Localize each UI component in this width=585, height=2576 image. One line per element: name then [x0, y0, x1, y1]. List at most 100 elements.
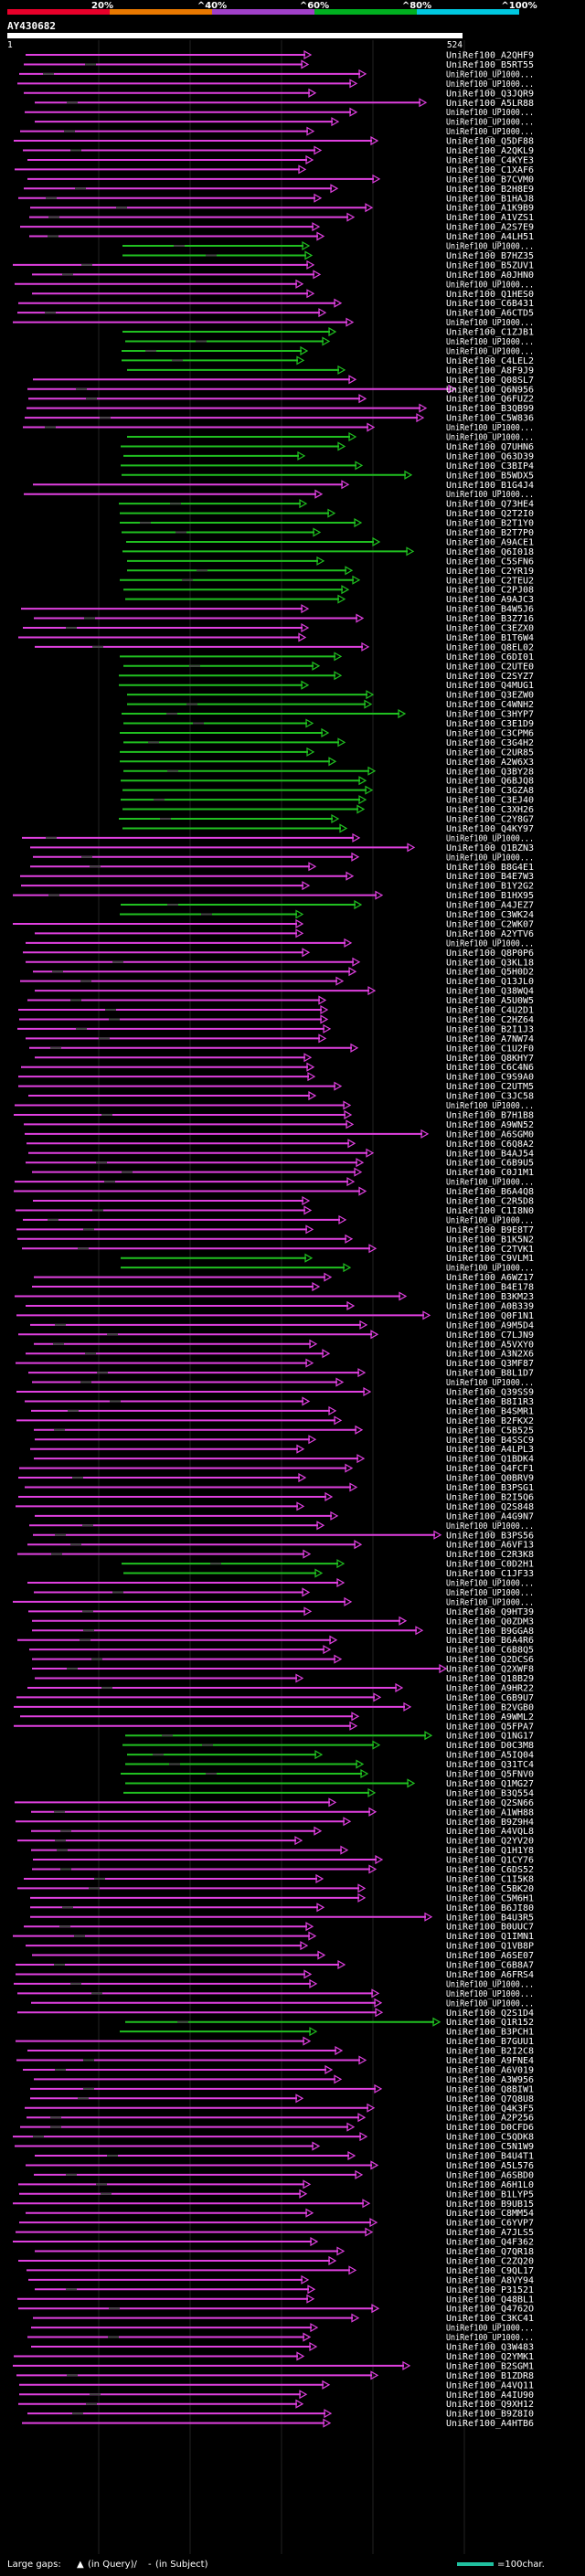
hit-row[interactable]: UniRef100_C5N1W9 — [15, 2141, 534, 2152]
hit-row[interactable]: UniRef100_C3WK24 — [120, 909, 534, 920]
hit-row[interactable]: UniRef100_UP1000... — [20, 126, 534, 137]
hit-label[interactable]: UniRef100_B4E178 — [446, 1283, 534, 1293]
hit-row[interactable]: UniRef100_B0UUC7 — [24, 1922, 534, 1933]
hit-row[interactable]: UniRef100_Q1NG17 — [125, 1731, 534, 1742]
hit-label[interactable]: UniRef100_A4IU90 — [446, 2390, 534, 2401]
hit-row[interactable]: UniRef100_Q2DCS6 — [32, 1654, 534, 1665]
hit-label[interactable]: UniRef100_A8F9J9 — [446, 366, 534, 376]
hit-label[interactable]: UniRef100_C6B9U5 — [446, 1159, 534, 1169]
hit-label[interactable]: UniRef100_C2UTE0 — [446, 662, 534, 672]
hit-row[interactable]: UniRef100_UP1000... — [121, 1263, 534, 1274]
hit-label[interactable]: UniRef100_A4G9N7 — [446, 1511, 534, 1521]
hit-label[interactable]: UniRef100_UP1000... — [446, 318, 534, 328]
hit-label[interactable]: UniRef100_B4E7W3 — [446, 872, 534, 882]
hit-row[interactable]: UniRef100_UP1000... — [17, 79, 534, 90]
hit-label[interactable]: UniRef100_A4LH51 — [446, 232, 534, 242]
hit-row[interactable]: UniRef100_Q8KHY7 — [35, 1053, 534, 1064]
hit-label[interactable]: UniRef100_C2UR85 — [446, 747, 534, 758]
hit-label[interactable]: UniRef100_UP1000... — [446, 1101, 534, 1111]
hit-label[interactable]: UniRef100_C6DS52 — [446, 1865, 534, 1875]
hit-label[interactable]: UniRef100_Q1BZN3 — [446, 843, 534, 853]
hit-row[interactable]: UniRef100_UP1000... — [15, 1177, 534, 1188]
hit-row[interactable]: UniRef100_C2TVK1 — [22, 1244, 534, 1255]
hit-row[interactable]: UniRef100_B2T1Y0 — [120, 518, 534, 529]
hit-row[interactable]: UniRef100_C2UTE0 — [123, 661, 534, 672]
hit-row[interactable]: UniRef100_C8MM54 — [26, 2208, 534, 2219]
hit-row[interactable]: UniRef100_C0D2H1 — [122, 1559, 534, 1570]
hit-row[interactable]: UniRef100_UP1000... — [31, 1998, 534, 2009]
hit-row[interactable]: UniRef100_B7CVM0 — [27, 174, 534, 185]
hit-label[interactable]: UniRef100_Q4762O — [446, 2305, 534, 2315]
hit-label[interactable]: UniRef100_A0JHN0 — [446, 270, 534, 281]
hit-row[interactable]: UniRef100_C0J1M1 — [32, 1167, 534, 1178]
hit-label[interactable]: UniRef100_C4WNH2 — [446, 700, 534, 710]
hit-row[interactable]: UniRef100_Q1MG27 — [125, 1778, 534, 1789]
hit-label[interactable]: UniRef100_A5L576 — [446, 2161, 534, 2171]
hit-row[interactable]: UniRef100_C1ZJB1 — [122, 327, 534, 338]
hit-label[interactable]: UniRef100_B4U4T1 — [446, 2152, 534, 2162]
hit-label[interactable]: UniRef100_UP1000... — [446, 2333, 534, 2343]
hit-label[interactable]: UniRef100_C4LEL2 — [446, 356, 534, 366]
hit-row[interactable]: UniRef100_Q2SN66 — [15, 1797, 534, 1808]
hit-label[interactable]: UniRef100_Q4K3F5 — [446, 2104, 534, 2114]
hit-label[interactable]: UniRef100_B3QB99 — [446, 404, 534, 414]
hit-label[interactable]: UniRef100_Q0BRV9 — [446, 1474, 534, 1484]
hit-label[interactable]: UniRef100_C2TVK1 — [446, 1245, 534, 1255]
hit-row[interactable]: UniRef100_B2FKX2 — [16, 1415, 534, 1426]
hit-row[interactable]: UniRef100_UP1000... — [13, 317, 534, 328]
hit-label[interactable]: UniRef100_A2W6X3 — [446, 758, 534, 768]
hit-row[interactable]: UniRef100_B3QB99 — [27, 403, 534, 414]
hit-label[interactable]: UniRef100_A6SE07 — [446, 1951, 534, 1961]
hit-label[interactable]: UniRef100_UP1000... — [446, 490, 534, 500]
hit-row[interactable]: UniRef100_B1ZDR8 — [16, 2370, 534, 2381]
hit-row[interactable]: UniRef100_B2VGB0 — [14, 1701, 534, 1712]
hit-label[interactable]: UniRef100_UP1000... — [446, 1264, 534, 1274]
hit-row[interactable]: UniRef100_UP1000... — [32, 1377, 534, 1388]
hit-label[interactable]: UniRef100_A2YTV6 — [446, 929, 534, 939]
hit-label[interactable]: UniRef100_Q18B29 — [446, 1674, 534, 1684]
hit-row[interactable]: UniRef100_A2YTV6 — [35, 928, 534, 939]
hit-label[interactable]: UniRef100_B4AJ54 — [446, 1149, 534, 1159]
hit-label[interactable]: UniRef100_A2S7E9 — [446, 223, 534, 233]
hit-label[interactable]: UniRef100_C8MM54 — [446, 2209, 534, 2219]
hit-label[interactable]: UniRef100_B7CVM0 — [446, 175, 534, 185]
hit-label[interactable]: UniRef100_A9AJC3 — [446, 595, 534, 605]
hit-label[interactable]: UniRef100_A6V019 — [446, 2065, 534, 2075]
hit-row[interactable]: UniRef100_C4U2D1 — [18, 1004, 534, 1016]
hit-row[interactable]: UniRef100_B5ZUV1 — [13, 260, 534, 270]
hit-label[interactable]: UniRef100_A3N2X6 — [446, 1350, 534, 1360]
hit-label[interactable]: UniRef100_Q3BY28 — [446, 767, 534, 777]
hit-label[interactable]: UniRef100_B5WDX5 — [446, 471, 534, 481]
hit-row[interactable]: UniRef100_A2QKL9 — [23, 145, 534, 156]
hit-row[interactable]: UniRef100_A2S7E9 — [20, 222, 534, 233]
hit-row[interactable]: UniRef100_Q63D39 — [123, 451, 534, 461]
hit-label[interactable]: UniRef100_A6SGM0 — [446, 1129, 534, 1140]
hit-label[interactable]: UniRef100_C3HYP7 — [446, 710, 534, 720]
hit-row[interactable]: UniRef100_B3PS56 — [33, 1530, 534, 1541]
hit-row[interactable]: UniRef100_A7NW74 — [26, 1034, 534, 1044]
hit-row[interactable]: UniRef100_C3HYP7 — [122, 709, 534, 720]
hit-label[interactable]: UniRef100_C9VLM1 — [446, 1254, 534, 1264]
hit-label[interactable]: UniRef100_B4SSC9 — [446, 1436, 534, 1446]
hit-label[interactable]: UniRef100_UP1000... — [446, 337, 534, 347]
hit-label[interactable]: UniRef100_Q31TC4 — [446, 1760, 534, 1770]
hit-row[interactable]: UniRef100_Q7QR18 — [35, 2246, 534, 2257]
hit-row[interactable]: UniRef100_C2Y8G7 — [119, 813, 534, 825]
hit-label[interactable]: UniRef100_UP1000... — [446, 833, 534, 843]
hit-row[interactable]: UniRef100_C3XH26 — [122, 804, 534, 815]
hit-row[interactable]: UniRef100_C3JC58 — [28, 1091, 534, 1102]
hit-row[interactable]: UniRef100_C2HZ64 — [19, 1014, 534, 1025]
hit-row[interactable]: UniRef100_C2WK07 — [13, 918, 534, 929]
hit-label[interactable]: UniRef100_C5W836 — [446, 414, 534, 424]
hit-label[interactable]: UniRef100_D0CFD6 — [446, 2123, 534, 2133]
hit-row[interactable]: UniRef100_A6CTD5 — [17, 308, 534, 319]
hit-row[interactable]: UniRef100_C6DI01 — [120, 652, 534, 663]
hit-label[interactable]: UniRef100_Q3EZW0 — [446, 691, 534, 701]
hit-row[interactable]: UniRef100_C3KC41 — [33, 2313, 534, 2324]
hit-row[interactable]: UniRef100_Q18B29 — [35, 1673, 534, 1684]
hit-label[interactable]: UniRef100_B2VGB0 — [446, 1702, 534, 1712]
hit-label[interactable]: UniRef100_A7JLS5 — [446, 2228, 534, 2238]
hit-label[interactable]: UniRef100_B5RT55 — [446, 60, 534, 70]
hit-label[interactable]: UniRef100_B4W5J6 — [446, 605, 534, 615]
hit-row[interactable]: UniRef100_B6A4R6 — [17, 1635, 534, 1646]
